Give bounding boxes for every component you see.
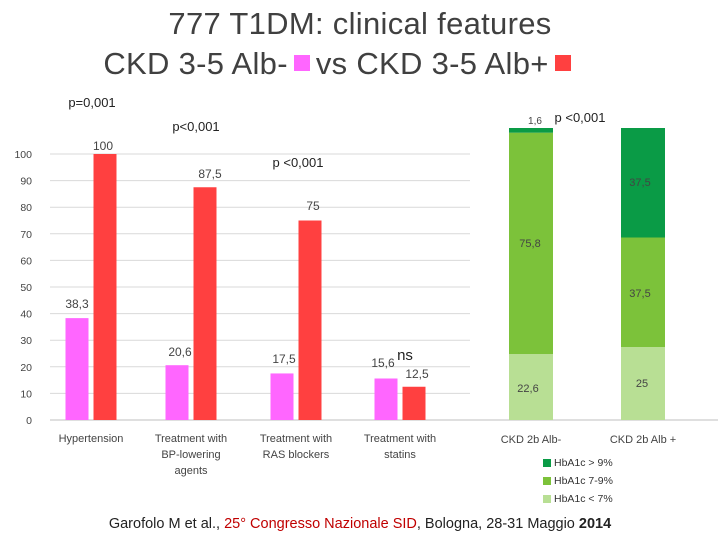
subtitle-alb-minus: CKD 3-5 Alb- <box>103 46 288 81</box>
significance-label: p<0,001 <box>172 119 219 134</box>
citation-year: 2014 <box>578 516 612 532</box>
data-label: 15,6 <box>371 356 395 370</box>
citation-congress: 25° Congresso Nazionale SID <box>224 516 417 532</box>
stack-segment <box>621 128 665 238</box>
stack-segment <box>509 128 553 133</box>
y-tick-label: 40 <box>20 309 32 321</box>
bar-alb-minus <box>374 378 398 420</box>
data-label: 12,5 <box>405 367 429 381</box>
stack-segment <box>621 347 665 420</box>
stack-data-label: 22,6 <box>517 383 538 395</box>
legend-swatch-mid <box>543 477 551 486</box>
significance-label: p <0,001 <box>273 155 324 170</box>
y-tick-label: 30 <box>20 335 32 347</box>
y-tick-label: 10 <box>20 388 32 400</box>
legend-item-mid: HbA1c 7-9% <box>543 475 613 487</box>
legend-item-low: HbA1c < 7% <box>543 493 613 505</box>
y-tick-label: 70 <box>20 229 32 241</box>
category-label: RAS blockers <box>263 449 330 461</box>
stack-data-label: 25 <box>636 378 648 390</box>
bar-alb-plus <box>93 154 117 420</box>
y-tick-label: 50 <box>20 282 32 294</box>
stack-data-label: 37,5 <box>629 177 650 189</box>
category-label: Treatment with <box>260 433 332 445</box>
citation-authors: Garofolo M et al., <box>108 516 221 532</box>
bar-alb-minus <box>165 365 189 420</box>
bar-alb-plus <box>193 187 217 420</box>
alb-plus-color-swatch <box>554 54 571 71</box>
legend-swatch-low <box>543 495 551 504</box>
significance-label: p=0,001 <box>68 95 115 110</box>
y-tick-label: 90 <box>20 176 32 188</box>
stack-significance-label: p <0,001 <box>555 110 606 125</box>
category-label: BP-lowering <box>161 449 220 461</box>
bar-alb-minus <box>65 318 89 420</box>
y-tick-label: 20 <box>20 362 32 374</box>
stack-segment <box>509 354 553 420</box>
data-label: 38,3 <box>65 297 89 311</box>
alb-minus-color-swatch <box>293 54 310 71</box>
legend-swatch-high <box>543 459 551 468</box>
legend-label-low: HbA1c < 7% <box>554 493 613 505</box>
data-label: 20,6 <box>168 345 192 359</box>
category-label: Treatment with <box>364 433 436 445</box>
stack-segment <box>621 237 665 347</box>
stack-segment <box>509 132 553 355</box>
category-label: agents <box>174 465 208 477</box>
stack-data-label: 1,6 <box>528 116 542 127</box>
legend-label-high: HbA1c > 9% <box>554 457 613 469</box>
stack-data-label: 37,5 <box>629 288 650 300</box>
subtitle-alb-plus: vs CKD 3-5 Alb+ <box>315 46 549 81</box>
legend-label-mid: HbA1c 7-9% <box>554 475 613 487</box>
citation: Garofolo M et al., 25° Congresso Naziona… <box>0 516 720 532</box>
citation-place: , Bologna, 28-31 Maggio <box>416 516 575 532</box>
data-label: 100 <box>93 139 113 153</box>
data-label: 17,5 <box>272 352 296 366</box>
y-tick-label: 60 <box>20 255 32 267</box>
bar-alb-minus <box>270 373 294 420</box>
data-label: 87,5 <box>198 167 222 181</box>
stack-category-label: CKD 2b Alb + <box>610 434 676 446</box>
category-label: Hypertension <box>59 433 124 445</box>
y-tick-label: 100 <box>14 149 32 161</box>
bar-alb-plus <box>298 220 322 420</box>
data-label: 75 <box>306 199 320 213</box>
category-label: Treatment with <box>155 433 227 445</box>
y-tick-label: 0 <box>26 415 32 427</box>
slide-title: 777 T1DM: clinical features <box>168 6 552 41</box>
stack-data-label: 75,8 <box>519 238 540 250</box>
y-tick-label: 80 <box>20 202 32 214</box>
bar-alb-plus <box>402 386 426 420</box>
significance-label: ns <box>397 347 413 364</box>
stack-category-label: CKD 2b Alb- <box>501 434 562 446</box>
category-label: statins <box>384 449 416 461</box>
slide-subtitle: CKD 3-5 Alb-vs CKD 3-5 Alb+ <box>0 46 700 82</box>
legend-item-high: HbA1c > 9% <box>543 457 613 469</box>
